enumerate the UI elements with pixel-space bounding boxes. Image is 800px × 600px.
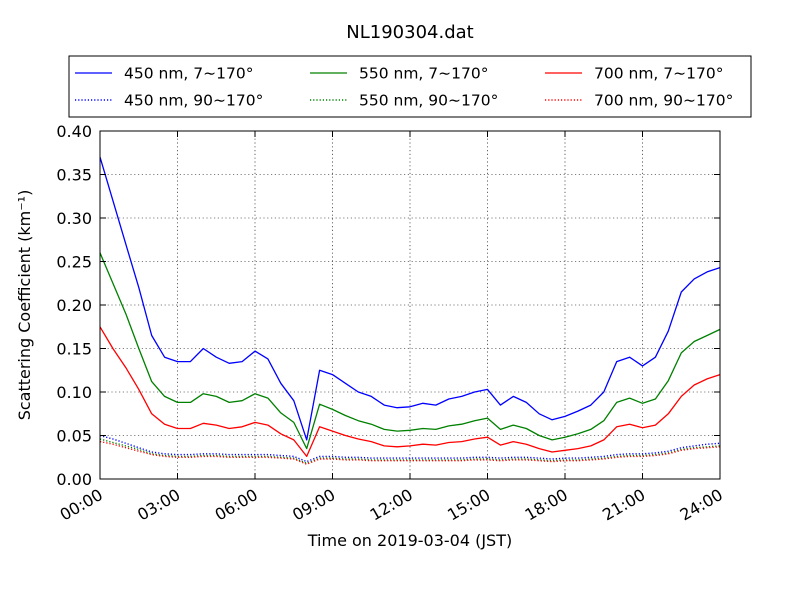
y-tick-label: 0.20 [56,296,92,315]
series-line-5 [99,440,721,465]
x-axis-label: Time on 2019-03-04 (JST) [307,531,512,550]
axis-ticks [99,130,721,480]
y-tick-label: 0.35 [56,166,92,185]
chart-title: NL190304.dat [346,22,473,43]
legend-label-2: 700 nm, 7∼170° [594,65,723,83]
series-line-0 [99,156,721,441]
y-tick-labels: 0.00 0.05 0.10 0.15 0.20 0.25 0.30 0.35 0.40 [56,122,92,489]
series-line-1 [99,252,721,450]
y-axis-label: Scattering Coefficient (km⁻¹) [15,190,34,421]
series-line-4 [99,438,721,464]
y-tick-label: 0.05 [56,427,92,446]
series-line-2 [99,326,721,458]
y-tick-label: 0.00 [56,470,92,489]
legend-label-5: 700 nm, 90∼170° [594,92,733,110]
plot-series [99,156,721,465]
y-tick-label: 0.40 [56,122,92,141]
legend-label-4: 550 nm, 90∼170° [359,92,498,110]
legend: 450 nm, 7∼170° 550 nm, 7∼170° 700 nm, 7∼17… [68,55,752,118]
series-line-3 [99,434,721,463]
y-tick-label: 0.30 [56,209,92,228]
y-tick-label: 0.25 [56,253,92,272]
legend-box [68,55,752,118]
legend-label-0: 450 nm, 7∼170° [124,65,253,83]
legend-label-3: 450 nm, 90∼170° [124,92,263,110]
y-tick-label: 0.10 [56,383,92,402]
legend-label-1: 550 nm, 7∼170° [359,65,488,83]
y-tick-label: 0.15 [56,340,92,359]
